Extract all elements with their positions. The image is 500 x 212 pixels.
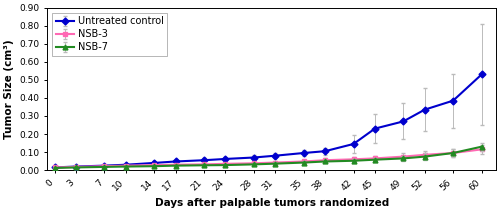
Legend: Untreated control, NSB-3, NSB-7: Untreated control, NSB-3, NSB-7 — [52, 13, 168, 56]
X-axis label: Days after palpable tumors randomized: Days after palpable tumors randomized — [154, 198, 389, 208]
Y-axis label: Tumor Size (cm³): Tumor Size (cm³) — [4, 39, 14, 139]
